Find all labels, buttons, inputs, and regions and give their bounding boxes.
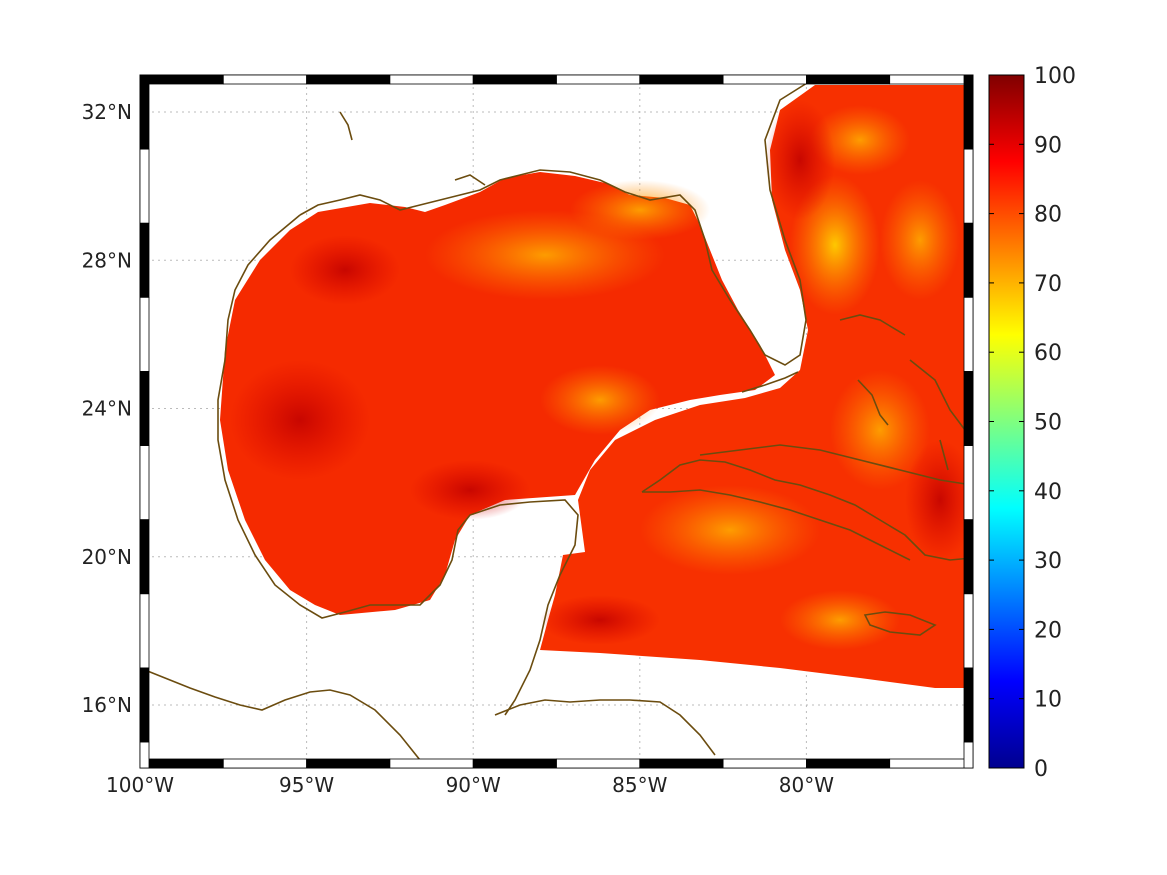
florida-keys-coastline	[741, 371, 799, 393]
frame-segment	[963, 593, 974, 669]
frame-segment	[963, 667, 974, 743]
warm-patch	[570, 180, 710, 240]
warm-patch	[830, 370, 930, 490]
frame-segment	[139, 519, 150, 595]
dark-patch	[905, 440, 973, 560]
frame-segment	[139, 371, 150, 446]
frame-segment	[556, 74, 641, 85]
x-tick-label: 90°W	[446, 773, 501, 797]
dark-patch	[230, 360, 370, 480]
frame-segment	[222, 758, 308, 769]
frame-segment	[556, 758, 641, 769]
dark-patch	[540, 595, 660, 645]
frame-segment	[472, 74, 557, 85]
cuba-north-coastline	[699, 444, 973, 486]
bahamas-coastline	[839, 314, 966, 471]
warm-patch	[540, 365, 660, 435]
frame-segment	[306, 74, 391, 85]
frame-segment	[963, 371, 974, 446]
frame-segment	[139, 148, 150, 224]
frame-segment	[139, 667, 150, 743]
jamaica-coastline	[863, 611, 937, 636]
frame-segment	[889, 74, 974, 85]
colorbar-tick-label: 60	[1034, 341, 1062, 366]
warm-patch	[640, 485, 820, 575]
y-tick-label: 32°N	[82, 100, 132, 124]
x-tick-labels: 100°W 95°W 90°W 85°W 80°W	[106, 773, 834, 797]
colorbar-tick-label: 0	[1034, 757, 1048, 782]
honduras-coastline	[494, 699, 716, 756]
colorbar-tick-label: 100	[1034, 64, 1076, 89]
dark-patch	[290, 235, 400, 305]
colorbar-tick-label: 30	[1034, 549, 1062, 574]
x-tick-label: 80°W	[779, 773, 834, 797]
dark-patch	[410, 460, 530, 520]
frame-segment	[139, 74, 224, 85]
frame-segment	[306, 758, 391, 769]
warm-patch	[880, 180, 960, 300]
frame-segment	[806, 74, 891, 85]
frame-segment	[389, 758, 474, 769]
frame-segment	[889, 758, 974, 769]
frame-segment	[139, 445, 150, 521]
gulf-coastline	[299, 77, 816, 366]
x-tick-label: 100°W	[106, 773, 174, 797]
colorbar-tick-label: 10	[1034, 688, 1062, 713]
warm-patch	[780, 590, 900, 650]
frame-segment	[639, 758, 724, 769]
y-tick-label: 16°N	[82, 693, 132, 717]
y-tick-label: 24°N	[82, 397, 132, 421]
frame-segment	[389, 74, 474, 85]
frame-segment	[963, 74, 974, 150]
colorbar	[988, 74, 1025, 769]
x-tick-label: 85°W	[612, 773, 667, 797]
central-america-coastline	[140, 667, 431, 768]
frame-segment	[963, 222, 974, 298]
coastlines	[140, 77, 973, 768]
frame-segment	[139, 593, 150, 669]
frame-segment	[963, 741, 974, 769]
frame-segment	[722, 758, 807, 769]
y-tick-label: 28°N	[82, 248, 132, 272]
warm-patch	[810, 105, 910, 175]
y-tick-labels: 32°N 28°N 24°N 20°N 16°N	[82, 100, 132, 717]
colorbar-tick-label: 50	[1034, 411, 1062, 436]
colorbar-tick-label: 20	[1034, 618, 1062, 643]
dark-patch	[765, 100, 835, 220]
frame-segment	[139, 741, 150, 769]
y-tick-label: 20°N	[82, 545, 132, 569]
frame-segment	[139, 296, 150, 372]
colorbar-tick-label: 70	[1034, 272, 1062, 297]
frame-segment	[472, 758, 557, 769]
mexico-coastline	[217, 214, 579, 716]
frame-segment	[222, 74, 308, 85]
frame-checkerboard	[139, 74, 974, 769]
frame-segment	[963, 519, 974, 595]
frame-segment	[963, 296, 974, 372]
frame-segment	[963, 445, 974, 521]
frame-segment	[639, 74, 724, 85]
colorbar-tick-label: 80	[1034, 203, 1062, 228]
frame-segment	[139, 74, 150, 150]
frame-segment	[139, 222, 150, 298]
frame-segment	[139, 758, 224, 769]
frame-segment	[806, 758, 891, 769]
island-coastline	[454, 174, 486, 186]
x-tick-label: 95°W	[279, 773, 334, 797]
colorbar-tick-label: 90	[1034, 133, 1062, 158]
island-coastline	[339, 111, 353, 141]
cuba-coastline	[641, 459, 973, 561]
colorbar-tick-label: 40	[1034, 480, 1062, 505]
frame-segment	[722, 74, 807, 85]
data-field	[220, 85, 973, 688]
frame-segment	[963, 148, 974, 224]
